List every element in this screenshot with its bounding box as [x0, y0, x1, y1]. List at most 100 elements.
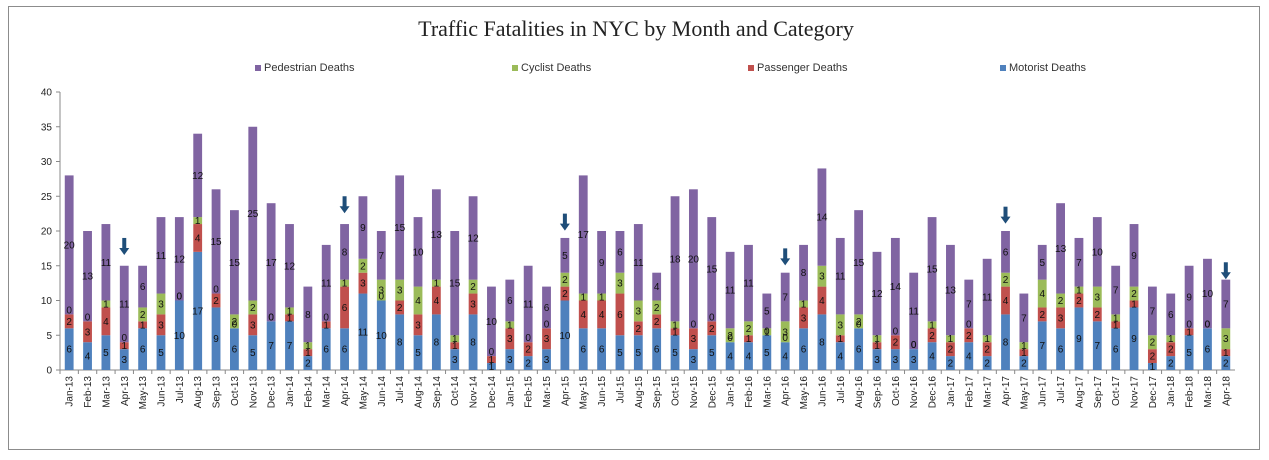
- x-tick-label: Nov-16: [909, 376, 920, 409]
- data-label: 11: [835, 272, 846, 283]
- bar-segment: [817, 314, 827, 370]
- data-label: 10: [376, 331, 388, 342]
- bar-segment: [487, 286, 496, 357]
- data-label: 12: [192, 171, 204, 182]
- x-tick-label: Mar-18: [1203, 376, 1214, 408]
- x-tick-label: Apr-17: [1001, 376, 1012, 406]
- bar-segment: [376, 231, 386, 280]
- bar-segment: [266, 203, 276, 322]
- data-label: 3: [837, 320, 843, 331]
- data-label: 7: [1223, 299, 1229, 310]
- data-label: 1: [452, 341, 458, 352]
- bar-segment: [670, 196, 680, 322]
- data-label: 3: [1058, 313, 1064, 324]
- data-label: 7: [1095, 341, 1101, 352]
- bar-segment: [1129, 286, 1139, 301]
- data-label: 3: [360, 279, 366, 290]
- data-label: 0: [177, 292, 183, 303]
- data-label: 7: [1113, 286, 1119, 297]
- bar-segment: [1001, 231, 1010, 273]
- data-label: 4: [819, 296, 825, 307]
- x-tick-label: Jan-17: [946, 376, 957, 407]
- data-label: 17: [266, 258, 278, 269]
- data-label: 7: [1076, 258, 1082, 269]
- x-tick-label: Mar-14: [322, 376, 333, 408]
- bar-segment: [285, 314, 294, 322]
- x-tick-label: Mar-16: [762, 376, 773, 408]
- data-label: 5: [250, 348, 256, 359]
- data-label: 3: [782, 327, 788, 338]
- bar-segment: [1166, 342, 1176, 357]
- data-label: 2: [929, 331, 935, 342]
- data-label: 10: [1092, 247, 1104, 258]
- bar-segment: [982, 335, 992, 343]
- data-label: 2: [397, 303, 403, 314]
- data-label: 3: [819, 272, 825, 283]
- bar-segment: [560, 300, 570, 370]
- bar-segment: [1074, 307, 1084, 370]
- data-label: 2: [1150, 352, 1156, 363]
- data-label: 6: [1205, 345, 1211, 356]
- data-label: 15: [927, 265, 939, 276]
- bar-segment: [156, 314, 166, 336]
- data-label: 3: [158, 299, 164, 310]
- data-label: 2: [746, 324, 752, 335]
- bar-segment: [468, 314, 478, 370]
- x-tick-label: Apr-14: [340, 376, 351, 406]
- bar-segment: [744, 342, 753, 370]
- x-tick-label: Jun-16: [817, 376, 828, 407]
- x-tick-label: Feb-15: [524, 376, 535, 408]
- bar-segment: [633, 321, 643, 336]
- bar-segment: [450, 342, 460, 350]
- data-label: 3: [893, 355, 899, 366]
- data-label: 4: [85, 352, 91, 363]
- data-label: 1: [287, 306, 293, 317]
- bar-segment: [450, 335, 460, 343]
- x-tick-label: Dec-13: [267, 376, 278, 409]
- data-label: 11: [725, 286, 736, 297]
- bar-segment: [633, 300, 643, 322]
- data-label: 5: [672, 348, 678, 359]
- bar-segment: [285, 321, 294, 370]
- data-label: 3: [379, 286, 385, 297]
- data-label: 13: [431, 230, 443, 241]
- data-label: 2: [654, 317, 660, 328]
- legend-swatch: [748, 65, 754, 71]
- data-label: 0: [893, 326, 899, 337]
- bar-segment: [230, 210, 239, 315]
- bar-segment: [799, 328, 808, 370]
- y-tick-label: 35: [41, 122, 53, 133]
- data-label: 2: [232, 317, 238, 328]
- data-label: 4: [415, 296, 421, 307]
- data-label: 11: [156, 251, 167, 262]
- data-label: 17: [578, 230, 590, 241]
- data-label: 17: [192, 306, 204, 317]
- bar-segment: [193, 133, 203, 218]
- bar-segment: [468, 279, 478, 294]
- data-label: 25: [247, 209, 259, 220]
- x-tick-label: Sep-17: [1093, 376, 1104, 409]
- bar-segment: [431, 189, 441, 280]
- bar-segment: [799, 300, 808, 308]
- data-label: 2: [966, 331, 972, 342]
- bar-segment: [670, 328, 680, 336]
- data-label: 11: [321, 279, 332, 290]
- data-label: 1: [874, 334, 880, 345]
- data-label: 4: [1039, 289, 1045, 300]
- x-tick-label: Nov-14: [469, 376, 480, 409]
- bar-segment: [248, 335, 258, 370]
- bar-segment: [909, 272, 919, 350]
- x-tick-label: Feb-14: [303, 376, 314, 408]
- data-label: 2: [1021, 359, 1027, 370]
- bar-segment: [211, 293, 221, 308]
- bar-segment: [707, 217, 717, 322]
- data-label: 1: [1186, 327, 1192, 338]
- bar-segment: [1221, 328, 1231, 350]
- x-tick-label: Oct-13: [230, 376, 241, 406]
- data-label: 12: [871, 289, 883, 300]
- bar-segment: [64, 314, 74, 329]
- data-label: 5: [617, 348, 623, 359]
- data-label: 2: [636, 324, 642, 335]
- data-label: 1: [1223, 348, 1229, 359]
- data-label: 1: [580, 293, 586, 304]
